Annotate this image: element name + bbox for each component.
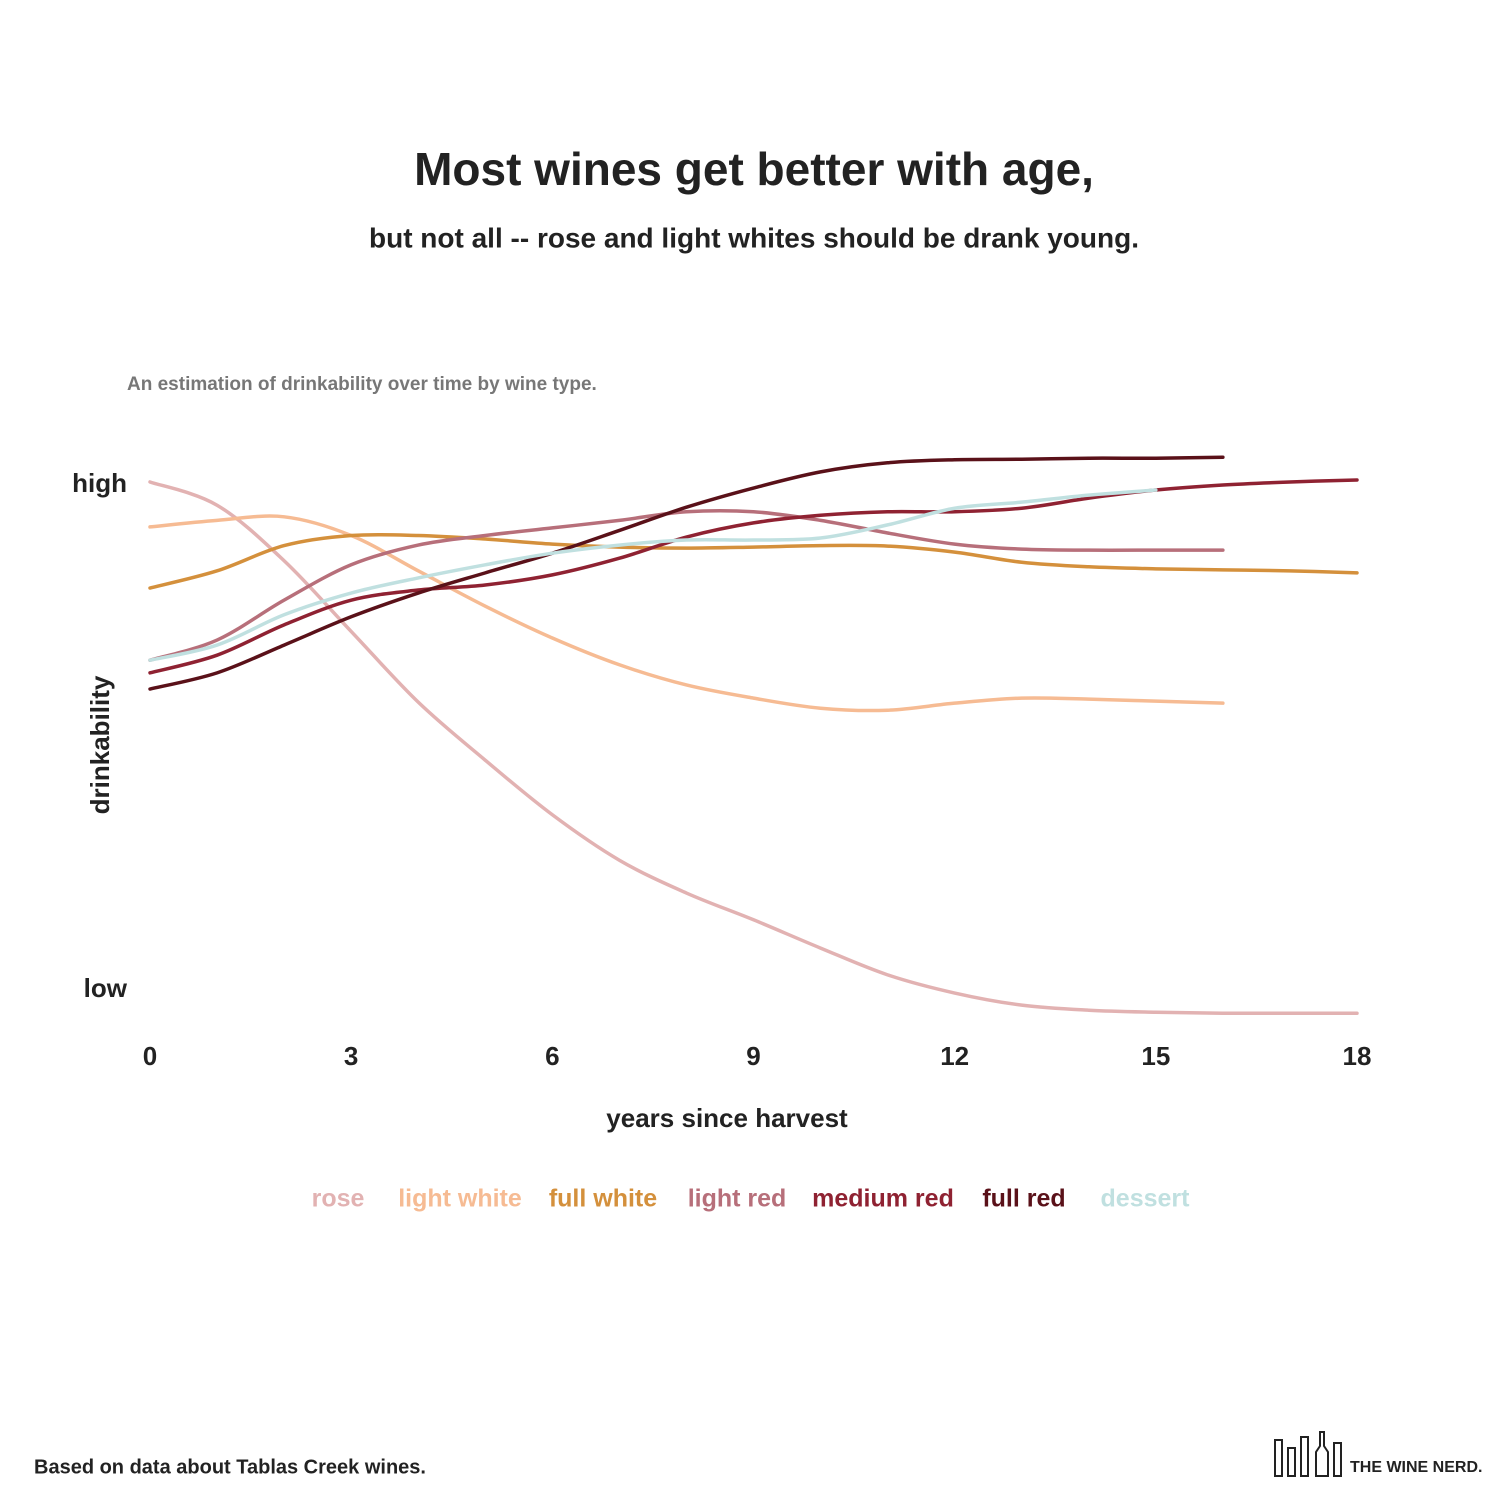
- legend-entry: full red: [982, 1185, 1065, 1213]
- chart-title: Most wines get better with age,: [414, 143, 1094, 195]
- series-line: [148, 532, 1359, 590]
- x-tick-label: 9: [746, 1041, 760, 1071]
- x-tick-label: 12: [940, 1041, 969, 1071]
- brand-logo: [1274, 1431, 1342, 1477]
- y-tick-label: high: [72, 468, 127, 498]
- y-tick-label: low: [84, 973, 128, 1003]
- x-tick-label: 3: [344, 1041, 358, 1071]
- x-tick-label: 6: [545, 1041, 559, 1071]
- series-line: [148, 514, 1225, 713]
- legend-entry: light white: [398, 1185, 522, 1213]
- legend-entry: full white: [549, 1185, 657, 1213]
- x-tick-label: 15: [1141, 1041, 1170, 1071]
- series-line: [148, 488, 1158, 662]
- chart-subtitle: but not all -- rose and light whites sho…: [369, 222, 1139, 253]
- series-line: [148, 508, 1225, 662]
- x-tick-label: 18: [1343, 1041, 1372, 1071]
- brand-name: THE WINE NERD.: [1350, 1459, 1482, 1476]
- legend-entry: dessert: [1101, 1185, 1191, 1213]
- series-line: [148, 480, 1359, 1016]
- legend-entry: medium red: [812, 1185, 954, 1213]
- legend-entry: rose: [312, 1185, 365, 1213]
- series-line: [148, 455, 1225, 691]
- series-line: [148, 478, 1359, 675]
- chart-note: An estimation of drinkability over time …: [127, 374, 597, 395]
- legend-entry: light red: [688, 1185, 787, 1213]
- x-tick-label: 0: [143, 1041, 157, 1071]
- y-axis-label: drinkability: [85, 675, 115, 814]
- x-axis-label: years since harvest: [606, 1103, 848, 1133]
- source-note: Based on data about Tablas Creek wines.: [34, 1456, 426, 1478]
